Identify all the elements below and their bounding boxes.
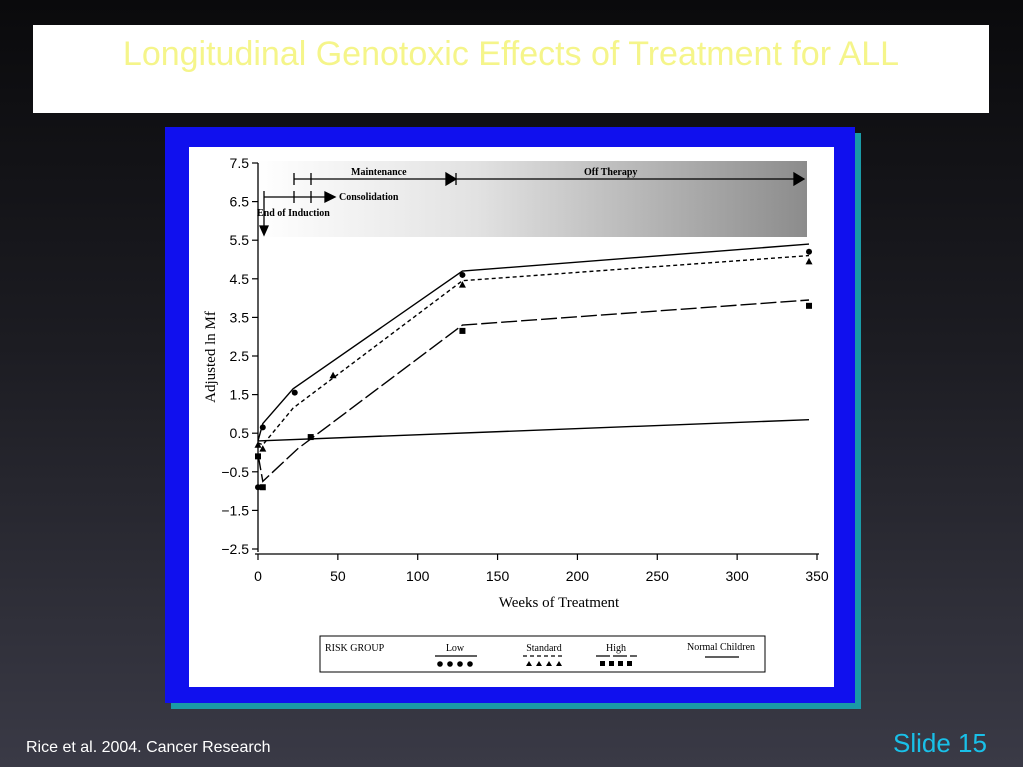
x-tick-label: 150 — [486, 568, 510, 584]
legend-markers-standard — [526, 661, 562, 666]
y-tick-label: −1.5 — [221, 502, 249, 518]
legend-label-high: High — [606, 643, 626, 654]
phase-label-end-of-induction: End of Induction — [257, 208, 330, 219]
data-point-high — [255, 453, 261, 460]
legend-markers-high — [600, 661, 632, 666]
slide-number: Slide 15 — [893, 728, 987, 758]
legend-title: RISK GROUP — [325, 643, 385, 654]
data-point-high — [259, 484, 266, 491]
y-tick-label: −0.5 — [221, 464, 249, 480]
series-line-low — [257, 243, 810, 442]
legend-markers-low — [437, 661, 473, 667]
chart-svg: Maintenance Off Therapy Consolidation En… — [203, 155, 829, 673]
data-point-low — [459, 271, 466, 278]
data-point-standard — [259, 445, 267, 452]
x-tick-label: 250 — [646, 568, 670, 584]
phase-arrows — [258, 171, 806, 237]
data-point-standard — [254, 441, 262, 448]
series-line-high — [257, 299, 810, 483]
x-tick-label: 50 — [330, 568, 346, 584]
slide-title: Longitudinal Genotoxic Effects of Treatm… — [122, 35, 900, 73]
phase-label-off-therapy: Off Therapy — [584, 167, 637, 178]
x-tick-label: 350 — [805, 568, 829, 584]
citation: Rice et al. 2004. Cancer Research — [26, 739, 271, 756]
y-tick-label: 1.5 — [230, 387, 250, 403]
x-tick-label: 200 — [566, 568, 590, 584]
y-tick-label: 7.5 — [230, 155, 250, 171]
y-tick-label: 2.5 — [230, 348, 250, 364]
series-line-normal-children — [257, 419, 810, 442]
x-tick-label: 300 — [725, 568, 749, 584]
data-point-low — [806, 248, 813, 255]
phase-label-maintenance: Maintenance — [351, 167, 407, 178]
y-tick-label: −2.5 — [221, 541, 249, 557]
legend-swatches — [435, 655, 739, 667]
phase-label-consolidation: Consolidation — [339, 192, 399, 203]
x-tick-label: 100 — [406, 568, 430, 584]
legend-label-standard: Standard — [526, 643, 562, 654]
data-point-low — [291, 389, 298, 396]
y-tick-label: 5.5 — [230, 232, 250, 248]
data-point-low — [255, 484, 261, 491]
series-line-standard — [257, 254, 810, 446]
data-point-standard — [329, 371, 337, 379]
data-point-standard — [805, 257, 813, 265]
phase-band — [255, 161, 807, 237]
data-point-high — [459, 327, 466, 334]
x-axis-label: Weeks of Treatment — [499, 595, 620, 611]
y-tick-label: 3.5 — [230, 309, 250, 325]
data-point-high — [806, 302, 813, 309]
legend-label-low: Low — [446, 643, 465, 654]
legend-box — [319, 635, 766, 673]
data-point-low — [259, 424, 266, 431]
chart-figure: Maintenance Off Therapy Consolidation En… — [189, 147, 834, 687]
data-point-standard — [458, 281, 466, 288]
data-point-high — [307, 434, 314, 441]
y-tick-label: 6.5 — [230, 194, 250, 210]
y-tick-label: 4.5 — [230, 271, 250, 287]
legend-label-normal-children: Normal Children — [687, 642, 755, 653]
title-box: Longitudinal Genotoxic Effects of Treatm… — [33, 25, 989, 113]
x-tick-label: 0 — [254, 568, 262, 584]
y-axis-label: Adjusted ln Mf — [203, 311, 219, 403]
y-tick-label: 0.5 — [230, 425, 250, 441]
